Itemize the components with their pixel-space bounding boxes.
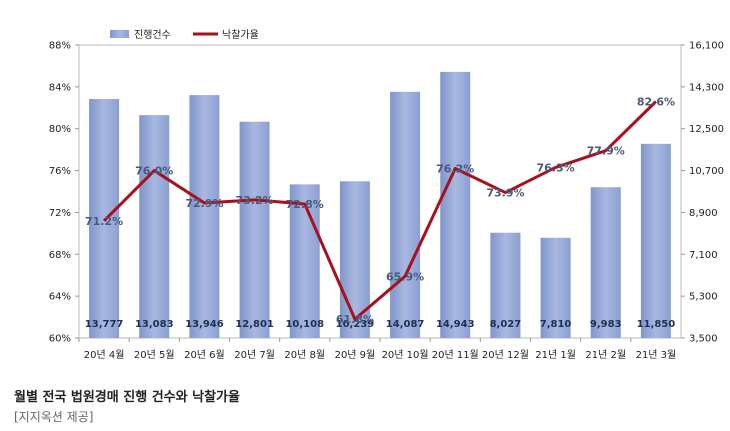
right-tick-label: 10,700 <box>689 166 724 177</box>
legend: 진행건수 낙찰가율 <box>110 29 259 41</box>
line-path <box>103 100 657 321</box>
bar <box>139 115 170 338</box>
bar-value-labels: 13,777 13,083 13,946 12,801 10,108 10,239 14,0… <box>85 319 675 330</box>
legend-swatch-bar <box>110 30 129 38</box>
bar <box>89 99 120 338</box>
line-value-label: 73.9% <box>486 187 524 200</box>
x-tick-label: 20년 8월 <box>284 349 325 361</box>
bar <box>490 232 521 338</box>
x-tick-label: 20년 10월 <box>382 349 429 361</box>
line-value-label: 76.3% <box>536 161 574 174</box>
right-tick-label: 7,100 <box>689 250 718 261</box>
bar <box>640 143 671 338</box>
left-tick-label: 76% <box>49 166 71 177</box>
line-value-label: 71.2% <box>85 215 123 228</box>
right-tick-label: 16,100 <box>689 41 724 52</box>
bar-series <box>89 71 671 338</box>
right-tick-label: 8,900 <box>689 208 718 219</box>
line-value-label: 77.9% <box>587 145 625 158</box>
bar <box>239 121 270 338</box>
bar-value-label: 13,083 <box>135 319 174 330</box>
line-value-label: 72.8% <box>286 198 324 211</box>
chart-source: [지지옥션 제공] <box>14 410 94 424</box>
bar <box>440 71 471 338</box>
line-value-label: 61.8% <box>336 313 374 326</box>
line-value-label: 82.6% <box>637 96 675 109</box>
left-tick-label: 72% <box>49 208 71 219</box>
right-tick-label: 3,500 <box>689 334 718 345</box>
bar <box>540 237 571 338</box>
left-tick-label: 84% <box>49 82 71 93</box>
legend-label-bar: 진행건수 <box>134 29 171 41</box>
line-series: 71.2% 76.0% 72.9% 73.2% 72.8% 61.8% 65.9% 76.2%… <box>85 96 675 327</box>
left-tick-label: 80% <box>49 124 71 135</box>
line-value-label: 73.2% <box>235 194 273 207</box>
x-tick-label: 20년 4월 <box>84 349 125 361</box>
bar-value-label: 11,850 <box>637 319 676 330</box>
x-tick-label: 20년 5월 <box>134 349 175 361</box>
line-value-label: 65.9% <box>386 270 424 283</box>
bar <box>390 91 421 338</box>
line-value-label: 76.0% <box>135 165 173 178</box>
right-tick-label: 14,300 <box>689 82 724 93</box>
x-tick-label: 20년 7월 <box>234 349 275 361</box>
x-tick-label: 20년 12월 <box>482 349 529 361</box>
bar <box>189 95 220 338</box>
axes: 60% 64% 68% 72% 76% 80% 84% 88% 3,500 5,300 7,100 8… <box>49 41 724 362</box>
bar-value-label: 14,943 <box>436 319 475 330</box>
chart: 13,777 13,083 13,946 12,801 10,108 10,239 14,0… <box>49 29 724 362</box>
bar-value-label: 13,946 <box>185 319 224 330</box>
x-tick-label: 20년 9월 <box>335 349 376 361</box>
x-tick-label: 21년 3월 <box>636 349 677 361</box>
x-tick-label: 21년 2월 <box>585 349 626 361</box>
bar-value-label: 12,801 <box>235 319 274 330</box>
bar-value-label: 13,777 <box>85 319 124 330</box>
legend-label-line: 낙찰가율 <box>222 29 259 41</box>
chart-caption: 월별 전국 법원경매 진행 건수와 낙찰가율 <box>14 390 240 405</box>
right-tick-label: 12,500 <box>689 124 724 135</box>
x-tick-label: 20년 11월 <box>432 349 479 361</box>
bar-value-label: 8,027 <box>490 319 522 330</box>
bar <box>590 187 621 338</box>
bar-value-label: 10,108 <box>285 319 324 330</box>
bar <box>289 184 320 338</box>
line-value-label: 76.2% <box>436 162 474 175</box>
x-tick-label: 21년 1월 <box>535 349 576 361</box>
right-tick-label: 5,300 <box>689 292 718 303</box>
bar-value-label: 9,983 <box>590 319 622 330</box>
left-tick-label: 60% <box>49 334 71 345</box>
line-value-label: 72.9% <box>185 197 223 210</box>
x-tick-label: 20년 6월 <box>184 349 225 361</box>
left-tick-label: 68% <box>49 250 71 261</box>
bar-value-label: 14,087 <box>386 319 425 330</box>
left-tick-label: 64% <box>49 292 71 303</box>
left-tick-label: 88% <box>49 41 71 52</box>
bar-value-label: 10,239 <box>336 319 375 330</box>
plot-area <box>78 44 682 339</box>
bar-value-label: 7,810 <box>540 319 572 330</box>
